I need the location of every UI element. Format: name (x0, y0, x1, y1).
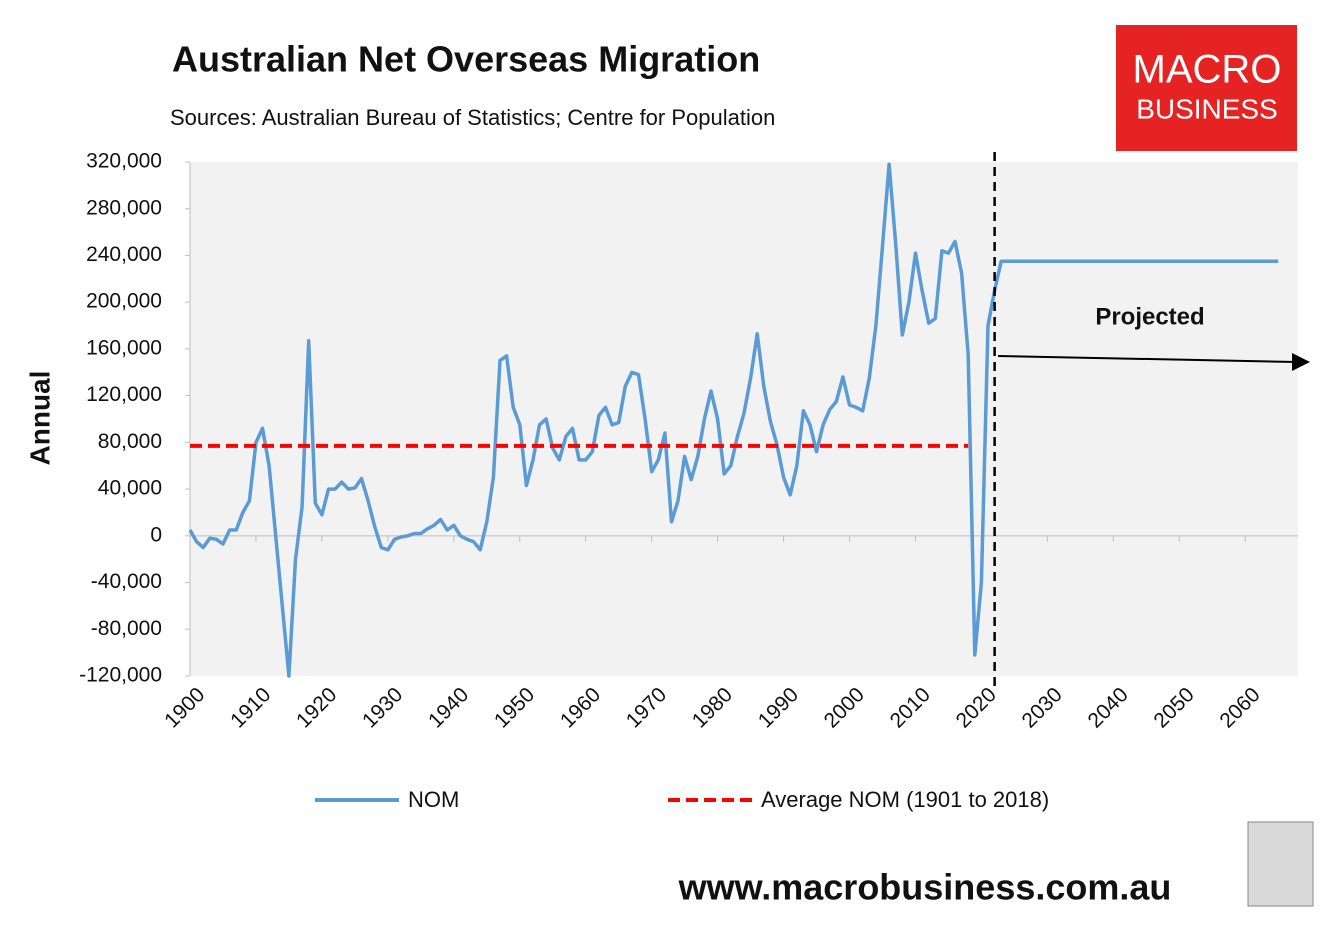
x-tick-label: 1950 (490, 683, 539, 732)
x-tick-label: 1960 (556, 683, 605, 732)
x-tick-label: 2030 (1018, 683, 1067, 732)
x-tick-label: 2020 (952, 683, 1001, 732)
y-tick-label: -40,000 (91, 570, 162, 593)
x-tick-label: 2050 (1149, 683, 1198, 732)
y-tick-label: 0 (150, 523, 162, 546)
logo-text: BUSINESS (1136, 93, 1278, 124)
x-tick-label: 2010 (886, 683, 935, 732)
footer-url: www.macrobusiness.com.au (678, 867, 1172, 908)
y-tick-label: 120,000 (86, 383, 162, 406)
x-tick-label: 1920 (292, 683, 341, 732)
x-tick-label: 2060 (1215, 683, 1264, 732)
chart-title: Australian Net Overseas Migration (172, 39, 760, 80)
y-tick-label: -120,000 (79, 664, 162, 687)
x-tick-label: 1930 (358, 683, 407, 732)
y-tick-label: -80,000 (91, 617, 162, 640)
legend-label: NOM (408, 787, 459, 812)
logo-text: MACRO (1133, 48, 1282, 92)
chart-subtitle: Sources: Australian Bureau of Statistics… (170, 105, 775, 130)
x-tick-label: 2000 (820, 683, 869, 732)
x-tick-label: 1910 (226, 683, 275, 732)
legend-label: Average NOM (1901 to 2018) (761, 787, 1049, 812)
arrow (997, 355, 1297, 363)
y-tick-label: 320,000 (86, 150, 162, 173)
series-line (188, 162, 1279, 678)
y-tick-label: 40,000 (98, 477, 162, 500)
y-tick-label: 200,000 (86, 290, 162, 313)
x-tick-label: 1990 (754, 683, 803, 732)
y-tick-label: 80,000 (98, 430, 162, 453)
y-tick-label: 160,000 (86, 336, 162, 359)
arrowhead (1292, 353, 1310, 371)
wolf-icon (1247, 821, 1314, 907)
x-tick-label: 1940 (424, 683, 473, 732)
x-tick-label: 1980 (688, 683, 737, 732)
y-tick-label: 280,000 (86, 196, 162, 219)
x-tick-label: 1970 (622, 683, 671, 732)
x-tick-label: 2040 (1083, 683, 1132, 732)
x-tick-label: 1900 (160, 683, 209, 732)
y-axis-label: Annual (24, 371, 55, 466)
annotation: Projected (1095, 303, 1204, 330)
y-tick-label: 240,000 (86, 243, 162, 266)
logo (1116, 25, 1297, 151)
